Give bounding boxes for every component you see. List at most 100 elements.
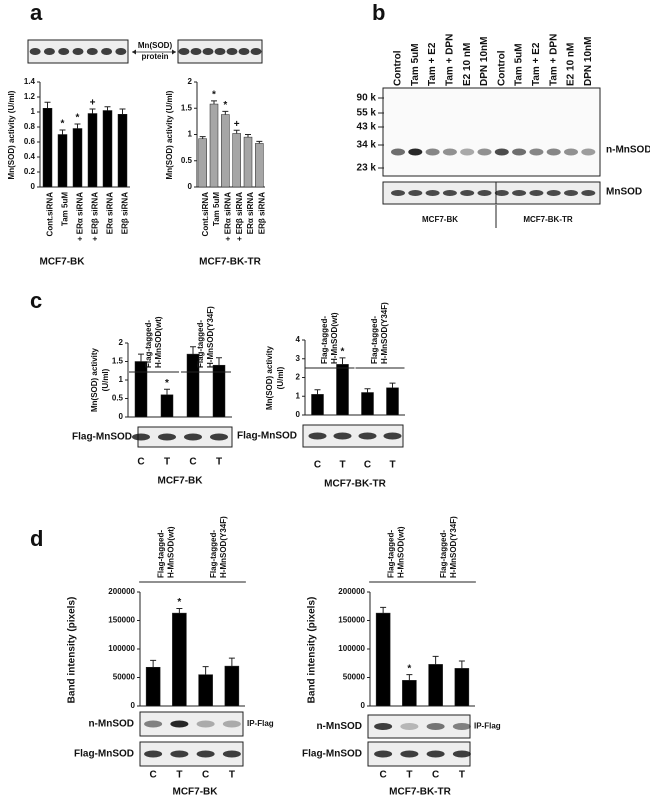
- blot-band: [144, 720, 163, 728]
- error-bar: [364, 388, 371, 393]
- y-tick-label: 0: [119, 412, 124, 421]
- y-tick-label: 1.4: [24, 77, 36, 86]
- y-tick-label: 1: [119, 375, 124, 384]
- group-label: H-MnSOD(Y34F): [206, 306, 215, 368]
- bar: [232, 133, 241, 188]
- group-label: Flag-tagged-: [144, 320, 153, 368]
- blot-band: [184, 433, 202, 441]
- x-tick-label: Tam 5uM: [212, 192, 221, 226]
- blot-band: [426, 723, 445, 730]
- x-tick-label: ERβ siRNA: [121, 192, 130, 234]
- x-tick-label: Cont.siRNA: [46, 192, 55, 237]
- bar: [117, 114, 128, 188]
- blot-band: [383, 432, 402, 440]
- blot-band: [546, 148, 561, 156]
- x-axis-label: MCF7-BK: [40, 257, 86, 268]
- blot-band: [144, 750, 163, 758]
- panel-letter: c: [30, 288, 42, 313]
- x-tick-label: T: [459, 770, 465, 781]
- bar: [145, 666, 161, 707]
- blot-band: [494, 148, 509, 156]
- blot-label: Flag-MnSOD: [302, 749, 362, 760]
- error-bar: [202, 666, 209, 675]
- y-tick-label: 0: [361, 701, 366, 710]
- y-axis-label: Band intensity (pixels): [307, 597, 318, 704]
- blot-band: [529, 190, 544, 196]
- y-tick-label: 2: [119, 338, 124, 347]
- bar: [336, 364, 349, 416]
- blot-band: [512, 190, 527, 196]
- y-tick-label: 0.5: [181, 156, 193, 165]
- error-bar: [150, 659, 157, 668]
- y-tick-label: 4: [296, 335, 301, 344]
- bar: [454, 668, 470, 707]
- blot-band: [460, 190, 475, 196]
- annotation: *: [76, 113, 80, 124]
- marker-label: 43 k: [357, 122, 377, 133]
- blot-band: [158, 433, 176, 441]
- blot-band: [358, 432, 377, 440]
- error-bar: [74, 123, 81, 129]
- blot-band: [214, 48, 226, 55]
- blot-band: [333, 432, 352, 440]
- blot-band: [238, 48, 250, 55]
- annotation: *: [212, 90, 216, 101]
- blot-band: [564, 190, 578, 196]
- blot-band: [58, 48, 70, 55]
- error-bar: [245, 134, 251, 138]
- group-label: H-MnSOD(wt): [396, 526, 405, 578]
- lane-label: Tam 5uM: [410, 43, 421, 86]
- y-tick-label: 0.5: [112, 394, 124, 403]
- blot-note: IP-Flag: [247, 719, 274, 728]
- bar: [212, 364, 226, 418]
- group-label: H-MnSOD(wt): [154, 316, 163, 368]
- blot-band: [210, 433, 228, 441]
- cell-line: MCF7-BK-TR: [523, 215, 573, 224]
- error-bar: [216, 357, 222, 366]
- group-label: Flag-tagged-: [209, 530, 218, 578]
- blot-band: [546, 190, 561, 196]
- blot-band: [477, 190, 492, 196]
- blot-band: [408, 148, 423, 156]
- group-label: H-MnSOD(wt): [166, 526, 175, 578]
- blot-band: [391, 148, 405, 156]
- error-bar: [233, 129, 240, 134]
- blot-band: [400, 750, 419, 758]
- group-label: Flag-tagged-: [439, 530, 448, 578]
- blot-band: [425, 190, 440, 196]
- blot-band: [400, 723, 419, 730]
- group-label: Flag-tagged-: [386, 530, 395, 578]
- x-tick-label: + ERα siRNA: [223, 192, 232, 241]
- y-tick-label: 0.8: [24, 122, 36, 131]
- error-bar: [432, 655, 439, 665]
- error-bar: [176, 608, 183, 614]
- y-tick-label: 1.5: [181, 103, 193, 112]
- panel-letter: b: [372, 0, 385, 25]
- blot-label: Flag-MnSOD: [74, 749, 134, 760]
- y-tick-label: 200000: [108, 587, 135, 596]
- x-tick-label: ERβ siRNA: [257, 192, 266, 234]
- group-label: Flag-tagged-: [320, 316, 329, 364]
- annotation: *: [341, 346, 345, 357]
- error-bar: [222, 110, 229, 115]
- annotation: +: [234, 119, 240, 130]
- y-tick-label: 100000: [108, 644, 135, 653]
- bar: [198, 674, 213, 707]
- bar: [209, 103, 219, 188]
- x-tick-label: T: [339, 460, 345, 471]
- error-bar: [44, 101, 51, 109]
- lane-label: Tam 5uM: [514, 43, 525, 86]
- blot-band: [226, 48, 238, 55]
- x-tick-label: C: [380, 770, 387, 781]
- blot: [382, 87, 601, 177]
- blot-band: [408, 190, 423, 196]
- x-tick-label: C: [202, 770, 209, 781]
- lane-label: DPN 10nM: [583, 37, 594, 86]
- bar: [428, 664, 443, 707]
- panel-letter: d: [30, 526, 43, 551]
- band-label: n-MnSOD: [606, 145, 650, 156]
- y-axis-label: Mn(SOD) activity (U/ml): [7, 90, 16, 179]
- band-label: MnSOD: [606, 187, 642, 198]
- error-bar: [119, 108, 126, 115]
